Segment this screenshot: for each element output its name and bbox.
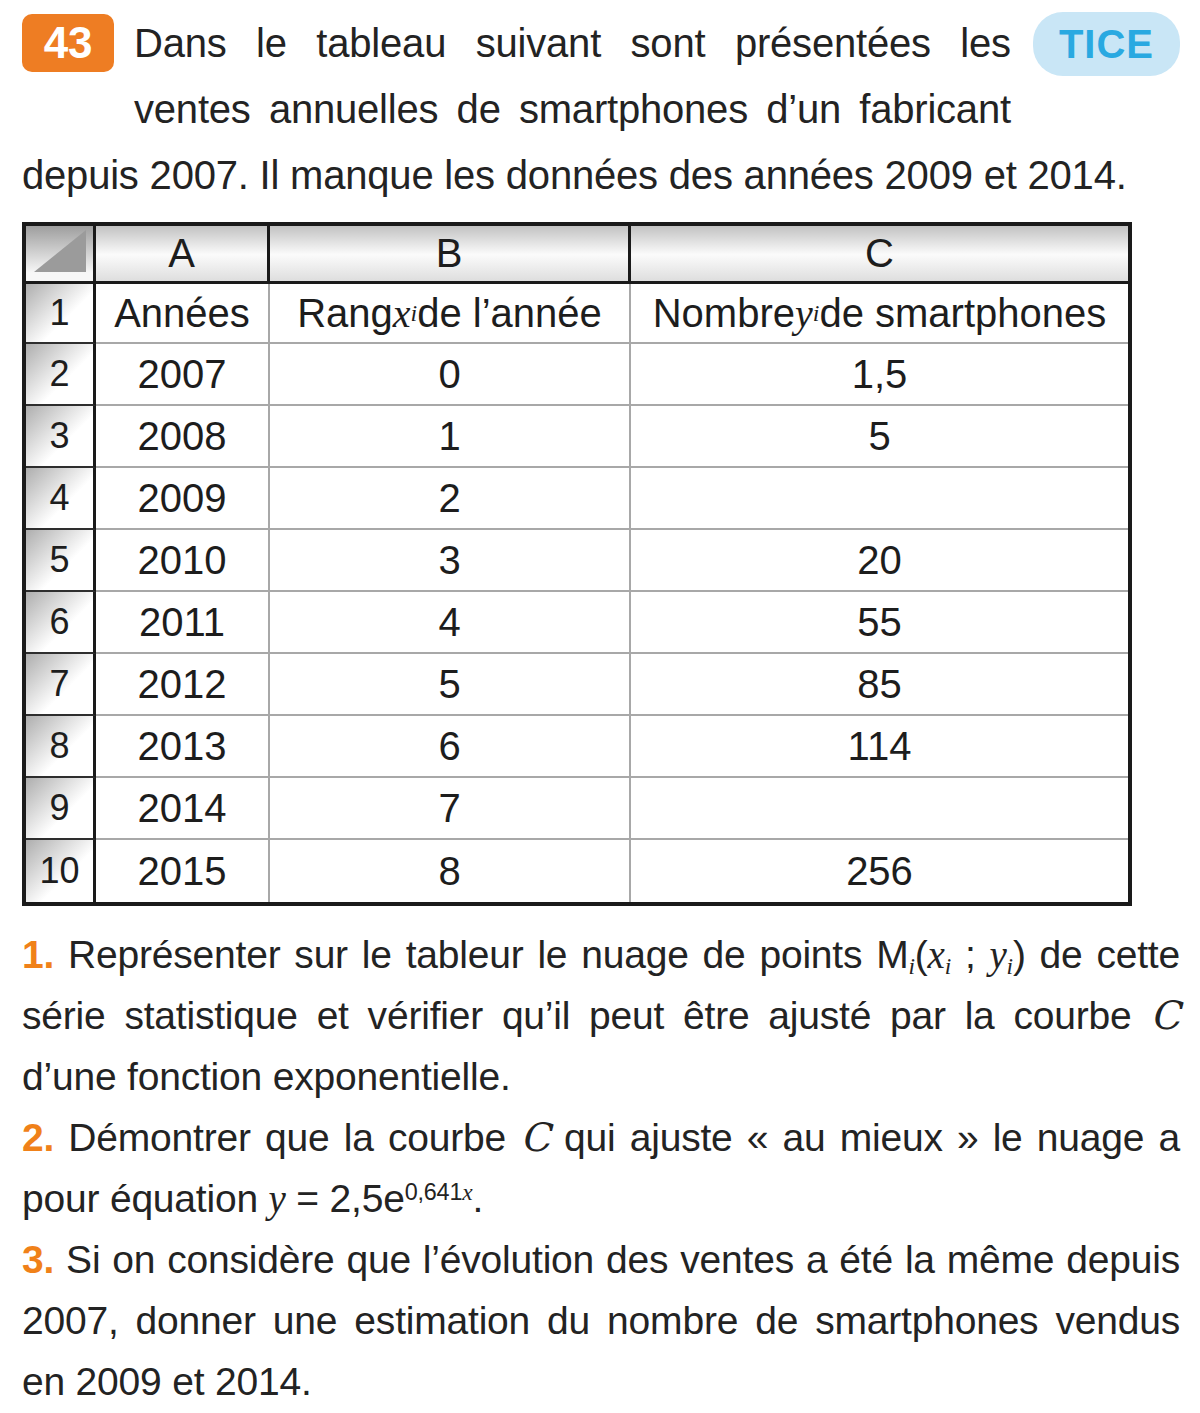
year-cell: 2012 <box>96 654 270 716</box>
count-cell: 256 <box>631 840 1128 902</box>
count-cell-empty <box>631 778 1128 840</box>
year-cell: 2008 <box>96 406 270 468</box>
row-number-cell: 1 <box>26 284 96 344</box>
count-cell: 20 <box>631 530 1128 592</box>
math-variable: y <box>269 1177 286 1220</box>
year-cell: 2007 <box>96 344 270 406</box>
tice-badge: TICE <box>1033 12 1180 76</box>
row-number-cell: 7 <box>26 654 96 716</box>
column-header-c: C <box>631 226 1128 284</box>
rank-cell: 5 <box>270 654 631 716</box>
year-cell: 2014 <box>96 778 270 840</box>
column-header-a: A <box>96 226 270 284</box>
label-text: de l’année <box>417 291 602 336</box>
intro-text: Dans le tableau suivant sont présentées … <box>22 21 1127 197</box>
rank-cell: 7 <box>270 778 631 840</box>
equation-text: = 2,5e <box>286 1177 405 1220</box>
row-number-cell: 8 <box>26 716 96 778</box>
row-number-cell: 10 <box>26 840 96 902</box>
question-text: ( <box>915 933 928 976</box>
math-variable: x <box>928 933 945 976</box>
exercise-number-badge: 43 <box>22 14 114 72</box>
header-cell-years: Années <box>96 284 270 344</box>
exercise-intro: 43 TICE Dans le tableau suivant sont pré… <box>22 0 1180 208</box>
count-cell: 114 <box>631 716 1128 778</box>
label-text: Nombre <box>653 291 795 336</box>
rank-cell: 8 <box>270 840 631 902</box>
count-cell-empty <box>631 468 1128 530</box>
count-cell: 55 <box>631 592 1128 654</box>
curve-symbol: C <box>520 1115 550 1160</box>
rank-cell: 4 <box>270 592 631 654</box>
rank-cell: 2 <box>270 468 631 530</box>
select-all-triangle-icon <box>34 230 86 272</box>
questions-block: 1. Représenter sur le tableur le nuage d… <box>22 924 1180 1412</box>
question-text: . <box>472 1177 483 1220</box>
count-cell: 5 <box>631 406 1128 468</box>
row-number-cell: 3 <box>26 406 96 468</box>
question-number: 3. <box>22 1238 54 1281</box>
year-cell: 2010 <box>96 530 270 592</box>
question-2: 2. Démontrer que la courbe C qui ajuste … <box>22 1107 1180 1229</box>
question-text: Représenter sur le tableur le nuage de p… <box>54 933 908 976</box>
question-text: ; <box>951 933 989 976</box>
label-text: de smartphones <box>819 291 1106 336</box>
rank-cell: 0 <box>270 344 631 406</box>
question-number: 1. <box>22 933 54 976</box>
year-cell: 2009 <box>96 468 270 530</box>
row-number-cell: 5 <box>26 530 96 592</box>
label-text: Rang <box>297 291 393 336</box>
math-variable: y <box>795 290 813 337</box>
curve-symbol: C <box>1150 993 1180 1038</box>
count-cell: 85 <box>631 654 1128 716</box>
year-cell: 2015 <box>96 840 270 902</box>
rank-cell: 3 <box>270 530 631 592</box>
header-cell-rank: Rang xi de l’année <box>270 284 631 344</box>
rank-cell: 1 <box>270 406 631 468</box>
exercise-page: 43 TICE Dans le tableau suivant sont pré… <box>22 0 1180 1412</box>
row-number-cell: 9 <box>26 778 96 840</box>
question-text: Si on considère que l’évolution des vent… <box>22 1238 1180 1403</box>
count-cell: 1,5 <box>631 344 1128 406</box>
row-number-cell: 6 <box>26 592 96 654</box>
question-text: d’une fonction exponentielle. <box>22 1055 511 1098</box>
column-header-b: B <box>270 226 631 284</box>
year-cell: 2011 <box>96 592 270 654</box>
question-number: 2. <box>22 1116 54 1159</box>
rank-cell: 6 <box>270 716 631 778</box>
spreadsheet-table: A B C 1 Années Rang xi de l’année Nombre… <box>22 222 1132 906</box>
exponent-number: 0,641 <box>405 1179 463 1205</box>
exponent: 0,641x <box>405 1179 473 1205</box>
question-3: 3. Si on considère que l’évolution des v… <box>22 1229 1180 1412</box>
header-cell-count: Nombre yi de smartphones <box>631 284 1128 344</box>
math-variable: y <box>989 933 1006 976</box>
question-1: 1. Représenter sur le tableur le nuage d… <box>22 924 1180 1107</box>
row-number-cell: 2 <box>26 344 96 406</box>
year-cell: 2013 <box>96 716 270 778</box>
math-variable: x <box>393 290 411 337</box>
row-number-cell: 4 <box>26 468 96 530</box>
question-text: Démontrer que la courbe <box>54 1116 520 1159</box>
math-variable: x <box>462 1179 472 1205</box>
select-all-corner-cell <box>26 226 96 284</box>
